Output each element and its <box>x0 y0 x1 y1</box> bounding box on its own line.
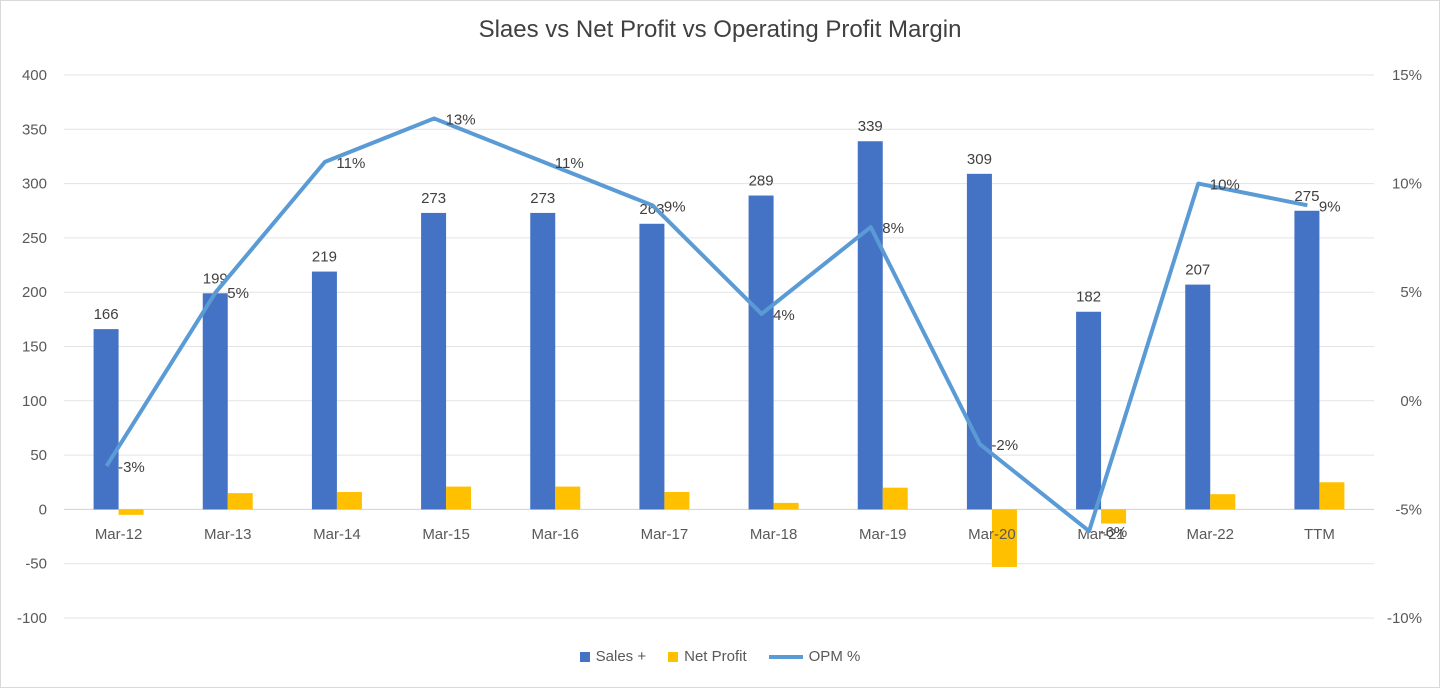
net-profit-bar <box>1319 482 1345 510</box>
net-profit-bar <box>227 493 253 510</box>
y-right-tick-label: 10% <box>1392 176 1422 193</box>
x-tick-label: Mar-17 <box>641 526 689 543</box>
sales-bar <box>639 223 665 510</box>
opm-data-label: 9% <box>664 198 686 215</box>
y-left-tick-label: 0 <box>39 501 47 518</box>
y-left-tick-label: -50 <box>25 556 47 573</box>
legend-swatch-net-profit <box>668 651 679 662</box>
sales-bar <box>421 212 447 510</box>
y-right-tick-label: 15% <box>1392 67 1422 84</box>
x-tick-label: Mar-20 <box>968 526 1016 543</box>
sales-data-label: 182 <box>1076 289 1101 306</box>
sales-bar <box>1294 210 1320 510</box>
sales-data-label: 275 <box>1294 188 1319 205</box>
sales-data-label: 309 <box>967 151 992 168</box>
y-left-tick-label: 50 <box>30 447 47 464</box>
x-tick-label: TTM <box>1304 526 1335 543</box>
sales-data-label: 289 <box>749 173 774 190</box>
opm-data-label: 13% <box>446 111 476 128</box>
opm-data-label: 5% <box>227 285 249 302</box>
net-profit-bar <box>118 509 144 515</box>
x-tick-label: Mar-18 <box>750 526 798 543</box>
y-left-tick-label: 350 <box>22 121 47 138</box>
net-profit-bar <box>991 509 1017 567</box>
y-left-tick-label: -100 <box>17 610 47 627</box>
opm-data-label: 8% <box>882 220 904 237</box>
sales-data-label: 273 <box>421 190 446 207</box>
x-tick-label: Mar-12 <box>95 526 143 543</box>
legend-item-sales: Sales + <box>579 648 647 665</box>
opm-line <box>104 116 1308 534</box>
opm-data-label: -6% <box>1101 524 1128 541</box>
y-right-tick-label: -10% <box>1387 610 1422 627</box>
net-profit-bar <box>664 492 690 510</box>
sales-bar <box>202 293 228 510</box>
sales-data-label: 339 <box>858 118 883 135</box>
sales-data-label: 166 <box>94 306 119 323</box>
net-profit-bar <box>446 486 472 510</box>
legend-swatch-sales <box>579 651 590 662</box>
legend: Sales + Net Profit OPM % <box>0 648 1440 665</box>
y-left-tick-label: 150 <box>22 339 47 356</box>
sales-bar <box>857 141 883 510</box>
x-tick-label: Mar-22 <box>1186 526 1234 543</box>
y-left-tick-label: 200 <box>22 284 47 301</box>
net-profit-bar <box>882 487 908 510</box>
y-right-tick-label: -5% <box>1395 501 1422 518</box>
legend-item-net-profit: Net Profit <box>668 648 747 665</box>
y-left-tick-label: 400 <box>22 67 47 84</box>
sales-bar <box>748 195 774 510</box>
net-profit-bar <box>555 486 581 510</box>
legend-label-sales: Sales + <box>595 648 647 665</box>
legend-label-net-profit: Net Profit <box>684 648 747 665</box>
sales-bar <box>311 271 337 510</box>
y-left-tick-label: 250 <box>22 230 47 247</box>
x-tick-label: Mar-14 <box>313 526 361 543</box>
x-tick-label: Mar-15 <box>422 526 470 543</box>
net-profit-bar <box>336 492 362 510</box>
opm-data-label: -2% <box>991 437 1018 454</box>
net-profit-bar <box>1101 509 1127 524</box>
sales-data-label: 273 <box>530 190 555 207</box>
sales-bar <box>530 212 556 510</box>
sales-bar <box>1076 311 1102 510</box>
opm-data-label: 9% <box>1319 198 1341 215</box>
y-left-tick-label: 300 <box>22 176 47 193</box>
y-right-tick-label: 0% <box>1400 393 1422 410</box>
x-tick-label: Mar-19 <box>859 526 907 543</box>
sales-bar <box>966 173 992 510</box>
legend-label-opm: OPM % <box>808 648 861 665</box>
opm-data-label: -3% <box>118 459 145 476</box>
opm-data-label: 11% <box>336 155 365 172</box>
y-right-tick-label: 5% <box>1400 284 1422 301</box>
net-profit-bar <box>773 502 799 510</box>
x-tick-label: Mar-13 <box>204 526 252 543</box>
y-left-tick-label: 100 <box>22 393 47 410</box>
opm-data-label: 11% <box>555 155 584 172</box>
net-profit-bar <box>1210 494 1236 510</box>
opm-data-label: 10% <box>1210 177 1240 194</box>
legend-item-opm: OPM % <box>768 648 861 665</box>
sales-data-label: 207 <box>1185 262 1210 279</box>
x-tick-label: Mar-16 <box>531 526 579 543</box>
chart-title: Slaes vs Net Profit vs Operating Profit … <box>478 16 962 43</box>
legend-swatch-opm <box>768 654 803 659</box>
sales-bar <box>1185 284 1211 510</box>
sales-bar <box>93 329 119 510</box>
sales-data-label: 219 <box>312 249 337 266</box>
opm-data-label: 4% <box>773 307 795 324</box>
